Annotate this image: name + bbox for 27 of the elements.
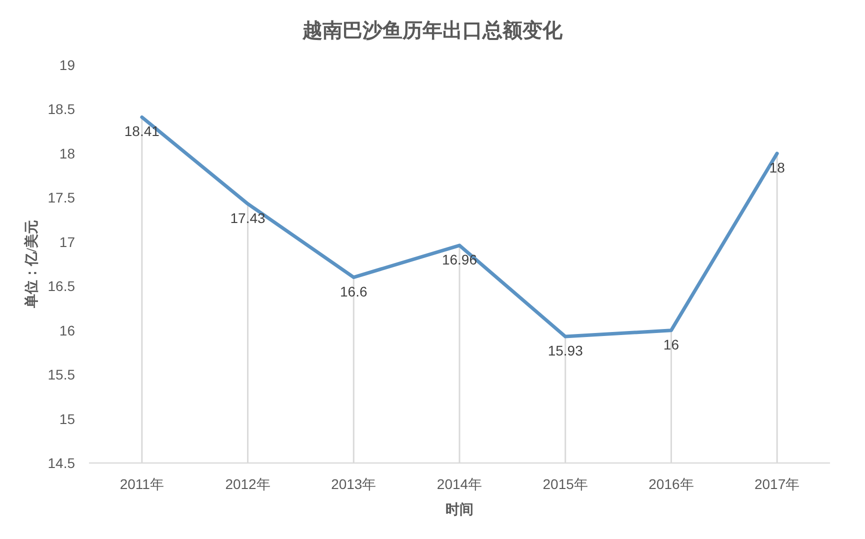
y-tick-label: 17	[59, 234, 76, 250]
y-tick-label: 18.5	[48, 101, 76, 118]
x-tick-label: 2017年	[754, 476, 800, 492]
data-label: 16	[663, 336, 680, 352]
y-tick-label: 15	[59, 410, 76, 427]
y-tick-label: 16.5	[48, 278, 76, 294]
x-tick-label: 2016年	[648, 476, 694, 492]
data-label: 15.93	[548, 342, 584, 359]
x-axis-title: 时间	[446, 502, 474, 518]
y-tick-label: 14.5	[48, 455, 76, 471]
x-tick-label: 2011年	[120, 476, 164, 492]
chart-title: 越南巴沙鱼历年出口总额变化	[302, 19, 564, 42]
x-tick-label: 2014年	[436, 476, 482, 492]
y-tick-label: 18	[59, 145, 76, 162]
x-tick-label: 2013年	[331, 476, 376, 492]
data-label: 16.6	[340, 283, 368, 300]
data-label: 18	[769, 159, 786, 176]
data-label: 18.41	[124, 123, 160, 140]
data-label: 16.96	[442, 251, 478, 268]
x-tick-label: 2015年	[542, 476, 588, 492]
x-tick-label: 2012年	[225, 476, 270, 492]
y-tick-label: 17.5	[48, 190, 76, 206]
y-tick-label: 16	[59, 322, 76, 338]
y-tick-label: 15.5	[48, 366, 76, 383]
data-label: 17.43	[230, 210, 266, 226]
y-tick-label: 19	[59, 57, 76, 73]
y-axis-title: 单位：亿/美元	[23, 220, 40, 309]
